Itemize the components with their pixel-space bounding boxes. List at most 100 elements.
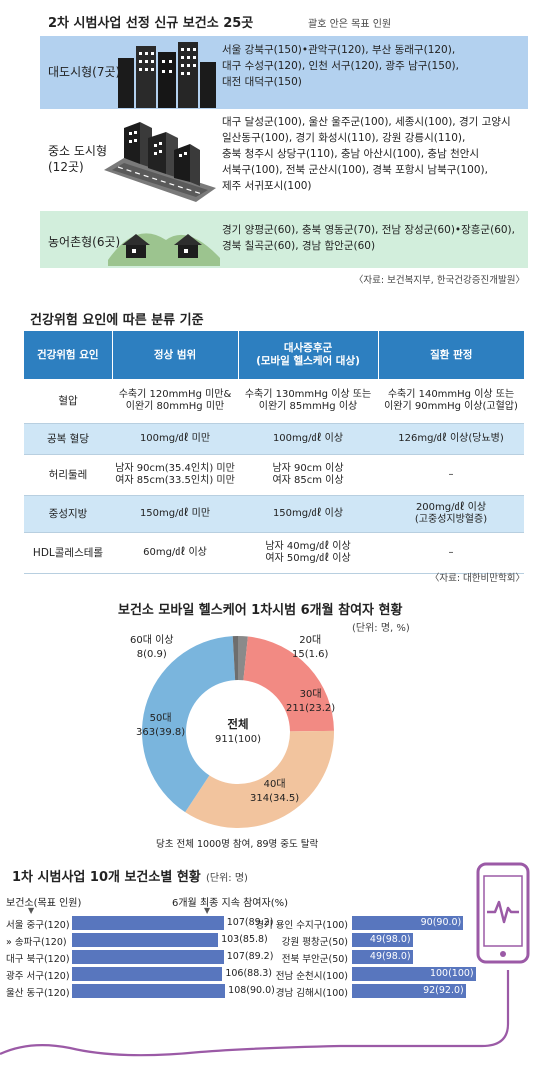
bar-value-label: 103(85.8) (221, 934, 268, 945)
bar (72, 933, 219, 947)
slice-label-60s: 60대 이상 8(0.9) (130, 634, 174, 662)
rural-label: 농어촌형(6곳) (48, 235, 121, 249)
metro-list: 서울 강북구(150)•관악구(120), 부산 동래구(120), 대구 수성… (222, 42, 459, 90)
slice-label-20s-name: 20대 (299, 635, 322, 646)
table-cell: – (378, 532, 524, 574)
donut-footnote: 당초 전체 1000명 참여, 89명 중도 탈락 (156, 839, 319, 850)
bar-value-label: 108(90.0) (228, 985, 275, 996)
table-cell: 100mg/㎗ 미만 (112, 423, 238, 455)
table-cell: HDL콜레스테롤 (24, 532, 112, 574)
table-cell: 남자 40mg/㎗ 이상 여자 50mg/㎗ 이상 (238, 532, 378, 574)
bar (72, 967, 223, 981)
donut-slice-1 (243, 636, 334, 732)
midcity-buildings-icon (104, 122, 216, 202)
bar-category-label: 대구 북구(120) (6, 954, 70, 965)
slice-label-60s-name: 60대 이상 (130, 635, 174, 646)
table-cell: 혈압 (24, 379, 112, 424)
slice-label-40s-name: 40대 (263, 779, 286, 790)
donut-center-label: 전체 (227, 717, 249, 731)
bars-title: 1차 시범사업 10개 보건소별 현황 (12, 870, 201, 885)
rural-line-2: 경북 칠곡군(60), 경남 함안군(60) (222, 240, 376, 252)
section1-source: 〈자료: 보건복지부, 한국건강증진개발원〉 (353, 275, 525, 286)
bar-value-label: 100(100) (429, 968, 474, 979)
midcity-label-line1: 중소 도시형 (48, 144, 108, 158)
table-cell: – (378, 454, 524, 496)
bar-category-label: 강원 평창군(50) (281, 937, 348, 948)
table-cell: 100mg/㎗ 이상 (238, 423, 378, 455)
bar-category-label: 경기 용인 수지구(100) (255, 920, 348, 931)
table-cell: 허리둘레 (24, 454, 112, 496)
criteria-table: 건강위험 요인 정상 범위 대사증후군 (모바일 헬스케어 대상) 질환 판정 … (24, 331, 524, 574)
slice-label-40s-value: 314(34.5) (250, 793, 300, 804)
table-cell: 남자 90cm(35.4인치) 미만 여자 85cm(33.5인치) 미만 (112, 454, 238, 496)
midcity-line-3: 충북 청주시 상당구(110), 충남 아산시(100), 충남 천안시 (222, 148, 480, 160)
bar-value-label: 107(89.2) (226, 917, 274, 928)
metro-line-1: 서울 강북구(150)•관악구(120), 부산 동래구(120), (222, 44, 456, 56)
bar-value-label: 49(98.0) (369, 951, 411, 962)
bar-value-label: 49(98.0) (369, 934, 411, 945)
section2-source: 〈자료: 대한비만학회〉 (429, 573, 525, 584)
bar-category-label: 전북 부안군(50) (281, 954, 348, 965)
slice-label-30s-name: 30대 (299, 689, 322, 700)
bar (72, 916, 224, 930)
slice-label-50s-value: 363(39.8) (136, 727, 186, 738)
midcity-label-line2: (12곳) (48, 160, 84, 174)
metro-line-3: 대전 대덕구(150) (222, 76, 302, 88)
bar-value-label: 107(89.2) (226, 951, 274, 962)
slice-label-60s-value: 8(0.9) (136, 649, 167, 660)
donut-center-value: 911(100) (215, 734, 261, 745)
bar-category-label: 광주 서구(120) (6, 971, 70, 982)
midcity-line-4: 서북구(100), 전북 군산시(100), 경북 포항시 남북구(100), (222, 164, 488, 176)
bar-category-label: 경남 김해시(100) (275, 988, 348, 999)
table-cell: 수축기 130mmHg 이상 또는 이완기 85mmHg 이상 (238, 379, 378, 424)
table-cell: 126mg/㎗ 이상(당뇨병) (378, 423, 524, 455)
section1-note: 괄호 안은 목표 인원 (308, 19, 392, 30)
midcity-line-2: 일산동구(100), 경기 화성시(110), 강원 강릉시(110), (222, 132, 466, 144)
table-row: 허리둘레 남자 90cm(35.4인치) 미만 여자 85cm(33.5인치) … (24, 454, 524, 496)
bar (72, 984, 226, 998)
metro-line-2: 대구 수성구(120), 인천 서구(120), 광주 남구(150), (222, 60, 459, 72)
cord-line (0, 970, 510, 1057)
table-cell: 공복 혈당 (24, 423, 112, 455)
table-cell: 150mg/㎗ 미만 (112, 495, 238, 533)
bar (72, 950, 224, 964)
bar-value-label: 106(88.3) (225, 968, 273, 979)
table-row: 공복 혈당 100mg/㎗ 미만 100mg/㎗ 이상 126mg/㎗ 이상(당… (24, 423, 524, 455)
slice-label-20s: 20대 15(1.6) (292, 634, 328, 662)
slice-label-40s: 40대 314(34.5) (250, 778, 299, 806)
section1-title: 2차 시범사업 선정 신규 보건소 25곳 (48, 16, 254, 31)
midcity-list: 대구 달성군(100), 울산 울주군(100), 세종시(100), 경기 고… (222, 114, 511, 194)
bar (352, 950, 413, 964)
table-row: 혈압 수축기 120mmHg 미만& 이완기 80mmHg 미만 수축기 130… (24, 379, 524, 424)
city-buildings-icon (118, 42, 216, 108)
metro-label: 대도시형(7곳) (48, 65, 121, 79)
table-cell: 200mg/㎗ 이상 (고중성지방혈증) (378, 495, 524, 533)
donut-chart (142, 636, 334, 828)
table-cell: 남자 90cm 이상 여자 85cm 이상 (238, 454, 378, 496)
donut-slice-0 (238, 636, 248, 681)
midcity-line-5: 제주 서귀포시(100) (222, 180, 312, 192)
donut-slice-4 (232, 636, 238, 681)
bar (352, 933, 413, 947)
rural-list: 경기 양평군(60), 충북 영동군(70), 전남 장성군(60)•장흥군(6… (222, 222, 515, 254)
slice-label-50s: 50대 363(39.8) (136, 712, 185, 740)
section2-title: 건강위험 요인에 따른 분류 기준 (30, 313, 204, 328)
rural-line-1: 경기 양평군(60), 충북 영동군(70), 전남 장성군(60)•장흥군(6… (222, 224, 515, 236)
bars-value-header: 6개월 최종 지속 참여자(%) (172, 898, 289, 909)
slice-label-30s-value: 211(23.2) (286, 703, 336, 714)
phone-heartbeat-icon (476, 862, 530, 964)
donut-slice-2 (185, 730, 334, 828)
slice-label-50s-name: 50대 (149, 713, 172, 724)
criteria-header: 대사증후군 (모바일 헬스케어 대상) (238, 331, 379, 379)
slice-label-20s-value: 15(1.6) (292, 649, 329, 660)
bar (352, 916, 464, 930)
table-cell: 수축기 140mmHg 이상 또는 이완기 90mmHg 이상(고혈압) (378, 379, 524, 424)
section3-title: 보건소 모바일 헬스케어 1차시범 6개월 참여자 현황 (118, 603, 403, 618)
table-cell: 150mg/㎗ 이상 (238, 495, 378, 533)
slice-label-30s: 30대 211(23.2) (286, 688, 335, 716)
bar-value-label: 92(92.0) (423, 985, 464, 996)
bars-unit: (단위: 명) (206, 873, 248, 884)
bar-category-label: 전남 순천시(100) (275, 971, 348, 982)
criteria-header: 정상 범위 (112, 331, 239, 379)
section3-unit: (단위: 명, %) (352, 623, 410, 634)
